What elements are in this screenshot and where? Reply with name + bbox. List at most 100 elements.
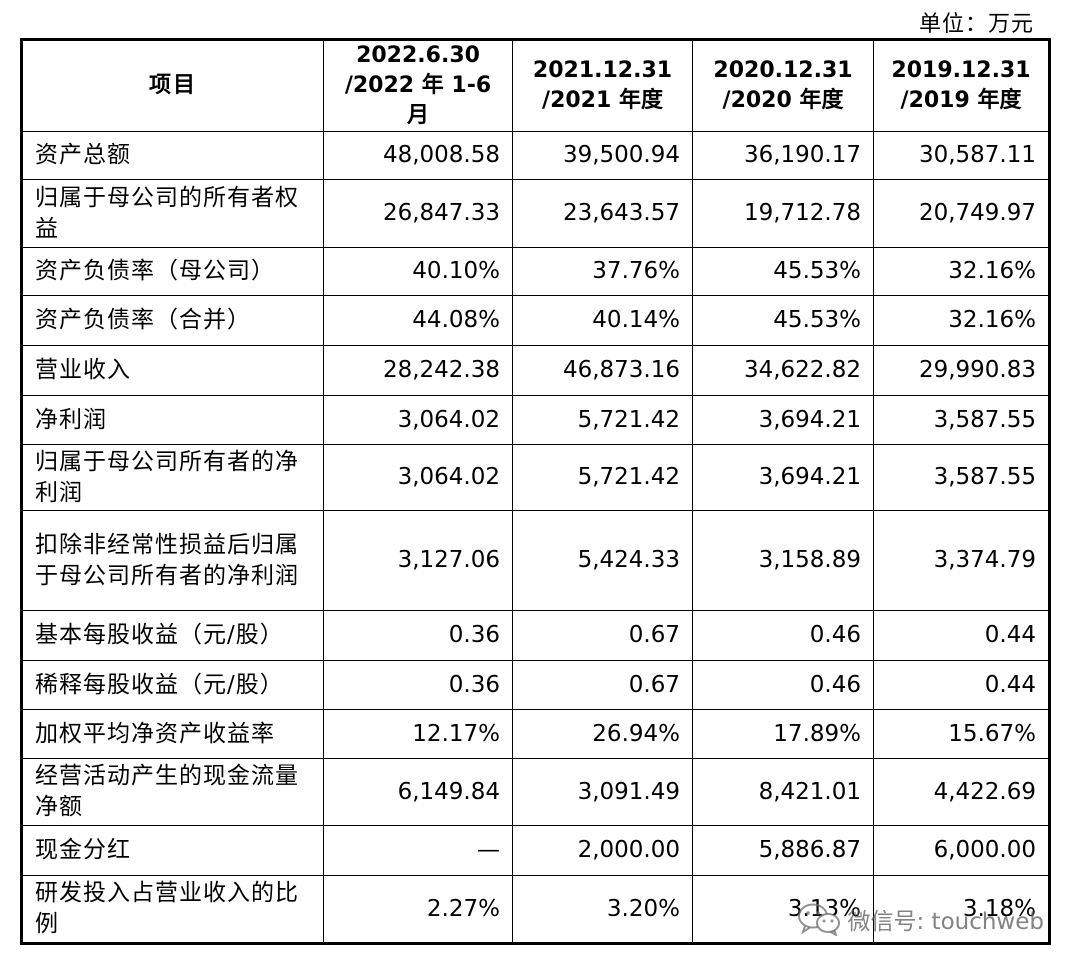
cell-value: 19,712.78 <box>692 179 874 248</box>
column-header-date: 2022.6.30 <box>356 43 480 68</box>
cell-value: 0.36 <box>323 610 513 661</box>
table-row: 净利润 3,064.02 5,721.42 3,694.21 3,587.55 <box>21 395 1050 445</box>
cell-value: 3.20% <box>512 875 693 944</box>
cell-value: 5,721.42 <box>512 444 693 511</box>
cell-value: 3,374.79 <box>873 510 1050 611</box>
row-label: 资产负债率（母公司） <box>21 247 324 296</box>
cell-value: — <box>323 825 513 876</box>
cell-value: 3.18% <box>873 875 1050 944</box>
column-header-date: 2020.12.31 <box>713 58 853 83</box>
cell-value: 37.76% <box>512 247 693 296</box>
cell-value: 3,694.21 <box>692 444 874 511</box>
cell-value: 2,000.00 <box>512 825 693 876</box>
cell-value: 3,127.06 <box>323 510 513 611</box>
table-row: 资产负债率（母公司） 40.10% 37.76% 45.53% 32.16% <box>21 247 1050 296</box>
column-header-item: 项目 <box>21 39 324 132</box>
cell-value: 34,622.82 <box>692 345 874 396</box>
row-label: 研发投入占营业收入的比例 <box>21 875 324 944</box>
row-label: 扣除非经常性损益后归属于母公司所有者的净利润 <box>21 510 324 611</box>
table-row: 经营活动产生的现金流量净额 6,149.84 3,091.49 8,421.01… <box>21 758 1050 826</box>
row-label: 加权平均净资产收益率 <box>21 709 324 759</box>
row-label: 归属于母公司所有者的净利润 <box>21 444 324 511</box>
financial-data-table: 项目 2022.6.30 /2022 年 1-6 月 2021.12.31 /2… <box>20 38 1051 945</box>
row-label: 稀释每股收益（元/股） <box>21 660 324 710</box>
column-header-date: 2019.12.31 <box>891 58 1031 83</box>
cell-value: 0.44 <box>873 610 1050 661</box>
cell-value: 48,008.58 <box>323 131 513 180</box>
cell-value: 0.46 <box>692 610 874 661</box>
row-label: 归属于母公司的所有者权益 <box>21 179 324 248</box>
cell-value: 26,847.33 <box>323 179 513 248</box>
row-label: 资产负债率（合并） <box>21 295 324 346</box>
table-row: 基本每股收益（元/股） 0.36 0.67 0.46 0.44 <box>21 610 1050 661</box>
cell-value: 0.67 <box>512 660 693 710</box>
cell-value: 32.16% <box>873 295 1050 346</box>
table-row: 资产负债率（合并） 44.08% 40.14% 45.53% 32.16% <box>21 295 1050 346</box>
table-row: 稀释每股收益（元/股） 0.36 0.67 0.46 0.44 <box>21 660 1050 710</box>
cell-value: 6,000.00 <box>873 825 1050 876</box>
watermark: 微信号: touchweb <box>797 902 1044 936</box>
column-header-2020: 2020.12.31 /2020 年度 <box>692 39 874 132</box>
cell-value: 4,422.69 <box>873 758 1050 826</box>
column-header-2022h1: 2022.6.30 /2022 年 1-6 月 <box>323 39 513 132</box>
cell-value: 0.44 <box>873 660 1050 710</box>
watermark-text: 微信号: touchweb <box>847 909 1044 935</box>
cell-value: 5,886.87 <box>692 825 874 876</box>
cell-value: 3,158.89 <box>692 510 874 611</box>
cell-value: 0.67 <box>512 610 693 661</box>
row-label: 营业收入 <box>21 345 324 396</box>
cell-value: 0.46 <box>692 660 874 710</box>
cell-value: 2.27% <box>323 875 513 944</box>
column-header-2021: 2021.12.31 /2021 年度 <box>512 39 693 132</box>
column-header-period: /2021 年度 <box>542 88 663 113</box>
column-header-2019: 2019.12.31 /2019 年度 <box>873 39 1050 132</box>
row-label: 现金分红 <box>21 825 324 876</box>
cell-value: 20,749.97 <box>873 179 1050 248</box>
cell-value: 40.14% <box>512 295 693 346</box>
table-row: 现金分红 — 2,000.00 5,886.87 6,000.00 <box>21 825 1050 876</box>
cell-value: 15.67% <box>873 709 1050 759</box>
cell-value: 17.89% <box>692 709 874 759</box>
cell-value: 26.94% <box>512 709 693 759</box>
cell-value: 45.53% <box>692 295 874 346</box>
cell-value: 3,064.02 <box>323 395 513 445</box>
table-header-row: 项目 2022.6.30 /2022 年 1-6 月 2021.12.31 /2… <box>21 39 1050 132</box>
table-row: 资产总额 48,008.58 39,500.94 36,190.17 30,58… <box>21 131 1050 180</box>
cell-value: 0.36 <box>323 660 513 710</box>
table-row: 扣除非经常性损益后归属于母公司所有者的净利润 3,127.06 5,424.33… <box>21 510 1050 611</box>
row-label: 基本每股收益（元/股） <box>21 610 324 661</box>
cell-value: 29,990.83 <box>873 345 1050 396</box>
cell-value: 5,424.33 <box>512 510 693 611</box>
cell-value: 3,091.49 <box>512 758 693 826</box>
cell-value: 30,587.11 <box>873 131 1050 180</box>
column-header-date: 2021.12.31 <box>532 58 673 83</box>
row-label: 经营活动产生的现金流量净额 <box>21 758 324 826</box>
cell-value: 3,694.21 <box>692 395 874 445</box>
table-row: 加权平均净资产收益率 12.17% 26.94% 17.89% 15.67% <box>21 709 1050 759</box>
cell-value: 8,421.01 <box>692 758 874 826</box>
unit-label: 单位：万元 <box>918 12 1034 37</box>
cell-value: 46,873.16 <box>512 345 693 396</box>
cell-value: 36,190.17 <box>692 131 874 180</box>
cell-value: 39,500.94 <box>512 131 693 180</box>
cell-value: 23,643.57 <box>512 179 693 248</box>
column-header-period: /2019 年度 <box>900 88 1022 113</box>
table-row: 研发投入占营业收入的比例 2.27% 3.20% 3.13% 3.18% <box>21 875 1050 944</box>
table-row: 归属于母公司所有者的净利润 3,064.02 5,721.42 3,694.21… <box>21 444 1050 511</box>
cell-value: 5,721.42 <box>512 395 693 445</box>
cell-value: 3,587.55 <box>873 444 1050 511</box>
cell-value: 6,149.84 <box>323 758 513 826</box>
table-row: 营业收入 28,242.38 46,873.16 34,622.82 29,99… <box>21 345 1050 396</box>
cell-value: 32.16% <box>873 247 1050 296</box>
row-label: 净利润 <box>21 395 324 445</box>
cell-value: 44.08% <box>323 295 513 346</box>
cell-value: 28,242.38 <box>323 345 513 396</box>
row-label: 资产总额 <box>21 131 324 180</box>
column-header-period: /2022 年 1-6 月 <box>344 73 492 128</box>
wechat-icon <box>797 902 841 936</box>
cell-value: 40.10% <box>323 247 513 296</box>
column-header-period: /2020 年度 <box>722 88 844 113</box>
cell-value: 12.17% <box>323 709 513 759</box>
cell-value: 3,064.02 <box>323 444 513 511</box>
cell-value: 3,587.55 <box>873 395 1050 445</box>
